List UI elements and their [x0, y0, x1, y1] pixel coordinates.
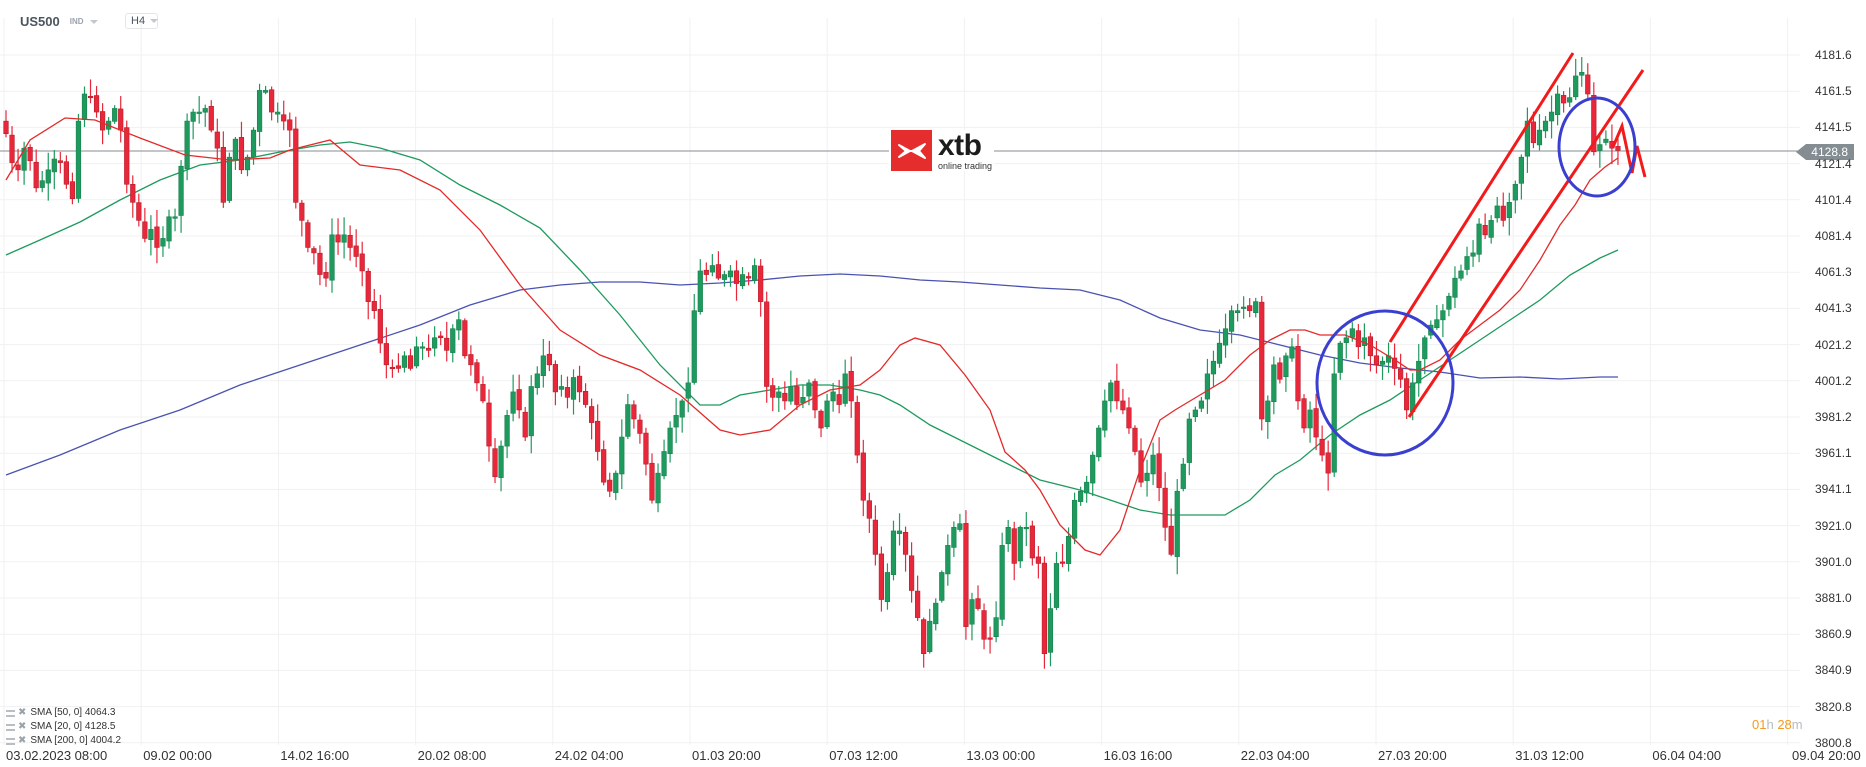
- price-tick-label: 3961.1: [1815, 446, 1852, 461]
- logo-tagline: online trading: [938, 160, 993, 171]
- candlesticks: [3, 57, 1621, 669]
- price-tick-label: 4041.3: [1815, 301, 1852, 316]
- price-tick-label: 4101.4: [1815, 192, 1852, 207]
- symbol-label[interactable]: US500: [20, 14, 60, 29]
- time-tick-label: 09.04 20:00: [1792, 748, 1861, 763]
- highlight-circle: [1315, 309, 1455, 457]
- xtb-logo: xtb online trading: [889, 128, 995, 171]
- candle-countdown-timer: 01h 28m: [1752, 717, 1803, 732]
- projection-zigzag: [1611, 121, 1647, 178]
- settings-icon[interactable]: [6, 723, 15, 731]
- time-tick-label: 14.02 16:00: [280, 748, 350, 763]
- price-tick-label: 4001.2: [1815, 373, 1852, 388]
- drawing-annotations[interactable]: [1315, 52, 1647, 457]
- price-tick-label: 3901.0: [1815, 554, 1852, 569]
- price-tick-label: 4121.4: [1815, 156, 1852, 171]
- time-tick-label: 27.03 20:00: [1378, 748, 1447, 763]
- instrument-header[interactable]: US500 IND: [20, 14, 98, 29]
- legend-label: SMA [20, 0] 4128.5: [30, 721, 116, 732]
- trend-line: [1388, 52, 1575, 343]
- price-tick-label: 3800.8: [1815, 735, 1852, 750]
- price-tick-label: 4021.2: [1815, 337, 1852, 352]
- price-tick-label: 4081.4: [1815, 229, 1852, 243]
- time-tick-label: 07.03 12:00: [829, 748, 898, 763]
- price-tick-label: 3981.2: [1815, 410, 1852, 424]
- price-tick-label: 3860.9: [1815, 627, 1852, 642]
- close-icon[interactable]: ✖: [18, 721, 27, 732]
- price-tick-label: 3820.8: [1815, 699, 1852, 714]
- close-icon[interactable]: ✖: [18, 735, 27, 746]
- legend-item-sma50[interactable]: ✖ SMA [50, 0] 4064.3: [6, 706, 121, 720]
- highlight-circle: [1557, 96, 1637, 198]
- price-tick-label: 3840.9: [1815, 663, 1852, 678]
- price-tick-label: 3941.1: [1815, 482, 1852, 497]
- legend-label: SMA [200, 0] 4004.2: [30, 735, 122, 746]
- price-tick-label: 4061.3: [1815, 265, 1852, 280]
- price-tick-label: 3921.0: [1815, 518, 1852, 533]
- time-tick-label: 06.04 04:00: [1652, 748, 1722, 763]
- instrument-class-label: IND: [69, 17, 84, 26]
- time-tick-label: 24.02 04:00: [554, 748, 624, 763]
- sma-20-line: [5, 117, 1619, 556]
- legend-item-sma20[interactable]: ✖ SMA [20, 0] 4128.5: [6, 720, 121, 734]
- close-icon[interactable]: ✖: [18, 707, 27, 718]
- price-tick-label: 4161.5: [1815, 84, 1852, 99]
- settings-icon[interactable]: [6, 709, 15, 717]
- xtb-x-icon: [891, 130, 932, 171]
- timeframe-select[interactable]: H4: [125, 13, 159, 29]
- time-tick-label: 13.03 00:00: [966, 748, 1036, 763]
- chevron-down-icon: [150, 19, 159, 23]
- time-tick-label: 09.02 00:00: [143, 748, 212, 763]
- settings-icon[interactable]: [6, 737, 15, 745]
- time-tick-label: 22.03 04:00: [1240, 748, 1310, 763]
- time-tick-label: 20.02 08:00: [417, 748, 487, 763]
- current-price-tag: 4128.8: [1796, 144, 1854, 160]
- time-tick-label: 01.03 20:00: [692, 748, 761, 763]
- price-tick-label: 3881.0: [1815, 591, 1852, 605]
- price-tick-label: 4181.6: [1815, 48, 1852, 62]
- time-tick-label: 03.02.2023 08:00: [6, 748, 108, 763]
- time-tick-label: 31.03 12:00: [1515, 748, 1584, 763]
- symbol-dropdown-chevron-icon[interactable]: [89, 19, 98, 24]
- price-tick-label: 4141.5: [1815, 120, 1852, 135]
- indicator-legend: ✖ SMA [50, 0] 4064.3 ✖ SMA [20, 0] 4128.…: [6, 706, 121, 748]
- legend-item-sma200[interactable]: ✖ SMA [200, 0] 4004.2: [6, 734, 121, 748]
- timeframe-value: H4: [131, 15, 146, 27]
- legend-label: SMA [50, 0] 4064.3: [30, 707, 116, 718]
- sma-50-line: [5, 141, 1619, 516]
- logo-wordmark: xtb: [938, 128, 982, 162]
- time-tick-label: 16.03 16:00: [1103, 748, 1173, 763]
